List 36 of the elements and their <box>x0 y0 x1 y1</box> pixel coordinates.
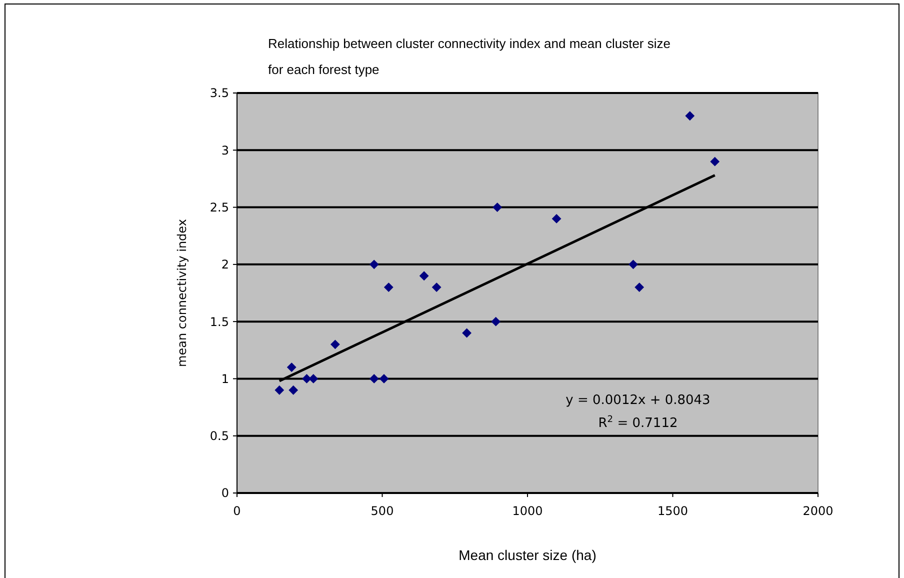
annotation: y = 0.0012x + 0.8043 <box>566 393 710 408</box>
point <box>384 282 394 292</box>
y-tick-label: 1.5 <box>210 314 229 329</box>
x-tick-label: 0 <box>233 504 241 518</box>
point <box>420 271 429 280</box>
point <box>379 374 388 384</box>
chart-title: Relationship between cluster connectivity index and mean cluster size for each forest type <box>268 36 670 77</box>
point <box>634 282 644 292</box>
point <box>330 340 340 349</box>
point <box>370 374 379 384</box>
annotation: R$^{2}$ = 0.7112 <box>598 415 678 431</box>
point <box>710 157 720 166</box>
point <box>274 386 284 395</box>
x-axis-title: Mean cluster size (ha) <box>458 547 596 563</box>
x-tick-label: 500 <box>370 504 394 518</box>
y-tick-label: 2 <box>221 258 229 272</box>
x-tick-label: 2000 <box>802 504 834 518</box>
point <box>628 260 638 269</box>
point <box>370 260 379 269</box>
y-tick-label: 2.5 <box>210 200 229 214</box>
point <box>685 111 694 120</box>
x-tick-label: 1500 <box>657 504 688 518</box>
point <box>552 214 562 224</box>
x-tick-label: 1000 <box>512 504 543 518</box>
point <box>288 386 298 395</box>
y-tick-label: 3.5 <box>210 86 229 100</box>
y-tick-label: 3 <box>221 143 229 158</box>
point <box>462 328 472 338</box>
y-tick-label: 0.5 <box>210 429 229 444</box>
y-tick-label: 1 <box>221 372 229 386</box>
y-axis-title: mean connectivity index <box>175 219 189 367</box>
point <box>432 282 442 292</box>
y-tick-label: 0 <box>221 486 229 500</box>
point <box>491 317 500 326</box>
point <box>492 202 502 212</box>
point <box>287 362 296 372</box>
